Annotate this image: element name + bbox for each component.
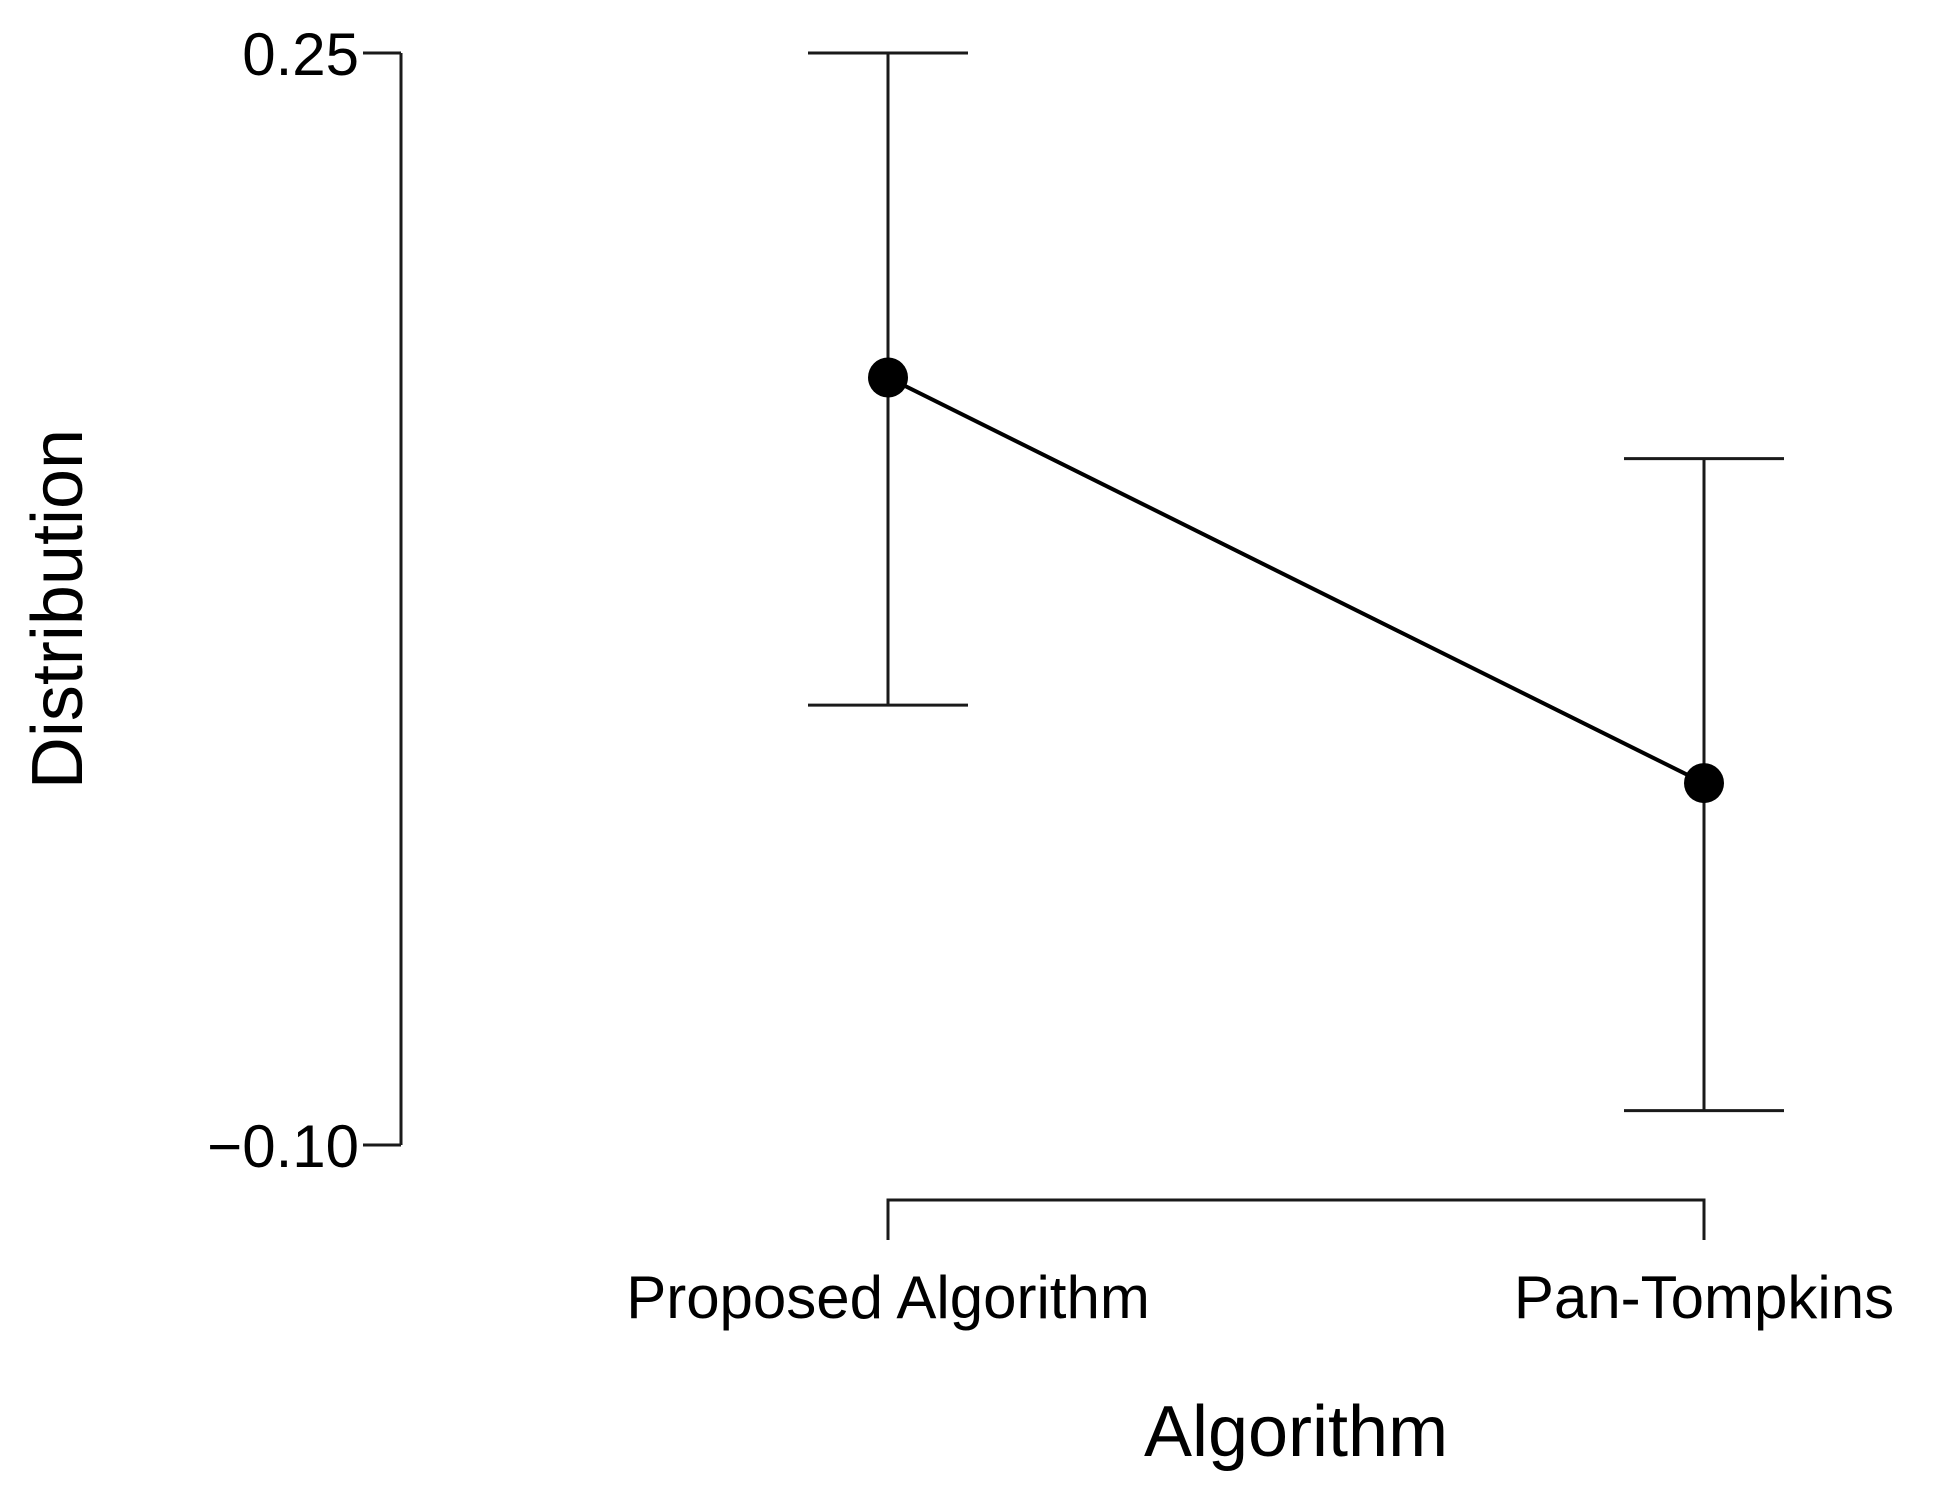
series-line bbox=[887, 375, 1705, 785]
y-axis: 0.25 −0.10 bbox=[207, 21, 403, 1180]
y-tick-label: −0.10 bbox=[207, 1113, 359, 1180]
data-point bbox=[868, 357, 908, 398]
x-tick-label: Proposed Algorithm bbox=[626, 1264, 1150, 1331]
data-points bbox=[868, 357, 1724, 804]
y-axis-title: Distribution bbox=[18, 429, 98, 789]
x-axis-title: Algorithm bbox=[1144, 1392, 1448, 1472]
data-point bbox=[1684, 763, 1724, 804]
y-ticks: 0.25 −0.10 bbox=[207, 21, 401, 1180]
x-ticks: Proposed Algorithm Pan-Tompkins bbox=[626, 1264, 1894, 1331]
x-axis-line bbox=[886, 1198, 1706, 1240]
x-tick-label: Pan-Tompkins bbox=[1514, 1264, 1894, 1331]
x-axis: Proposed Algorithm Pan-Tompkins bbox=[626, 1198, 1894, 1331]
y-tick-label: 0.25 bbox=[242, 21, 359, 88]
